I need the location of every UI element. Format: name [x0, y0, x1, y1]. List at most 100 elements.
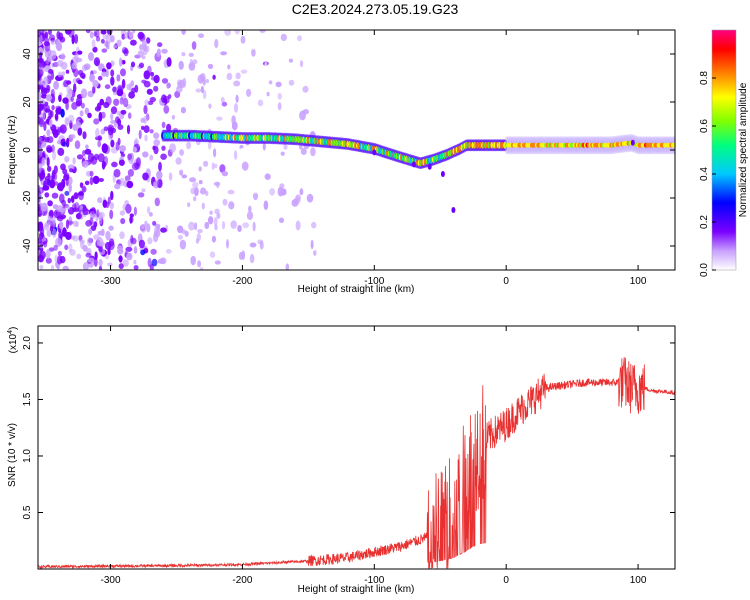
- noise-blob: [137, 50, 144, 58]
- ridge-spur: [427, 163, 432, 170]
- noise-blob: [313, 250, 317, 256]
- noise-blob: [39, 265, 44, 270]
- noise-blob: [74, 34, 79, 44]
- noise-blob: [72, 235, 80, 242]
- noise-blob: [311, 221, 317, 229]
- noise-blob: [141, 125, 145, 130]
- noise-blob: [214, 224, 218, 231]
- noise-blob: [87, 152, 95, 163]
- noise-blob: [101, 143, 109, 154]
- noise-blob: [39, 117, 44, 126]
- noise-blob: [186, 141, 192, 150]
- noise-blob: [240, 35, 246, 44]
- noise-blob: [72, 157, 76, 165]
- noise-blob: [277, 92, 282, 100]
- colorbar-tick-label: 0.6: [699, 119, 710, 133]
- noise-blob: [38, 163, 42, 174]
- noise-blob: [78, 190, 84, 201]
- noise-blob: [194, 222, 198, 231]
- noise-blob: [142, 40, 147, 47]
- noise-blob: [192, 182, 199, 188]
- ridge-cell: [672, 142, 675, 148]
- ridge-spur: [440, 171, 445, 177]
- noise-blob: [38, 203, 41, 212]
- noise-blob: [38, 154, 42, 162]
- noise-blob: [133, 259, 137, 265]
- noise-blob: [202, 89, 207, 100]
- noise-blob: [116, 39, 122, 47]
- noise-blob: [216, 212, 221, 219]
- noise-blob: [239, 147, 245, 156]
- noise-blob: [252, 221, 256, 232]
- noise-blob: [118, 263, 124, 270]
- noise-blob: [190, 255, 196, 266]
- noise-blob: [87, 90, 94, 98]
- noise-blob: [113, 98, 120, 107]
- snr-series: [38, 357, 675, 569]
- noise-blob: [41, 157, 46, 166]
- noise-blob: [129, 159, 134, 165]
- noise-blob: [100, 228, 105, 237]
- noise-blob: [67, 114, 75, 124]
- noise-blob: [280, 33, 287, 42]
- noise-blob: [205, 190, 209, 197]
- noise-blob: [152, 220, 157, 226]
- noise-blob: [110, 139, 115, 148]
- noise-blob: [116, 110, 121, 116]
- noise-blob: [175, 157, 182, 165]
- noise-blob: [47, 165, 52, 172]
- noise-blob: [143, 125, 150, 133]
- noise-blob: [97, 135, 103, 142]
- noise-blob: [101, 71, 107, 77]
- noise-blob: [122, 204, 127, 211]
- noise-blob: [275, 81, 282, 88]
- noise-blob: [181, 174, 188, 179]
- noise-blob: [87, 257, 95, 263]
- noise-blob: [89, 217, 94, 226]
- noise-blob: [52, 228, 57, 238]
- noise-blob: [280, 188, 287, 196]
- noise-blob: [62, 227, 67, 237]
- noise-blob: [160, 153, 167, 160]
- noise-blob: [157, 42, 163, 48]
- noise-blob: [179, 239, 187, 250]
- noise-blob: [200, 73, 206, 82]
- noise-blob: [93, 221, 98, 228]
- noise-blob: [280, 151, 285, 156]
- noise-blob: [176, 225, 184, 234]
- noise-blob: [197, 229, 203, 234]
- noise-blob: [143, 104, 148, 115]
- noise-blob: [159, 257, 167, 265]
- noise-blob: [64, 156, 70, 163]
- noise-blob: [207, 141, 212, 150]
- noise-blob: [310, 147, 316, 157]
- noise-blob: [141, 188, 146, 193]
- noise-blob: [51, 169, 56, 180]
- noise-blob: [235, 72, 241, 80]
- noise-blob: [147, 100, 154, 105]
- noise-blob: [124, 175, 131, 181]
- ridge-spur: [411, 161, 416, 168]
- noise-blob: [97, 153, 105, 163]
- noise-blob: [107, 262, 113, 267]
- noise-blob: [100, 128, 106, 135]
- noise-blob: [116, 245, 123, 250]
- noise-blob: [171, 114, 175, 120]
- noise-blob: [205, 79, 209, 84]
- noise-blob: [302, 85, 309, 93]
- noise-blob: [82, 262, 89, 270]
- noise-blob: [104, 253, 110, 260]
- noise-blob: [48, 247, 55, 252]
- noise-blob: [93, 118, 100, 125]
- noise-blob: [70, 96, 74, 102]
- noise-blob: [199, 266, 204, 270]
- noise-blob: [122, 259, 129, 267]
- noise-blob: [297, 35, 302, 42]
- noise-blob: [38, 136, 43, 145]
- noise-blob: [38, 237, 43, 244]
- noise-blob: [137, 192, 145, 198]
- noise-blob: [306, 193, 314, 203]
- noise-blob: [76, 154, 84, 160]
